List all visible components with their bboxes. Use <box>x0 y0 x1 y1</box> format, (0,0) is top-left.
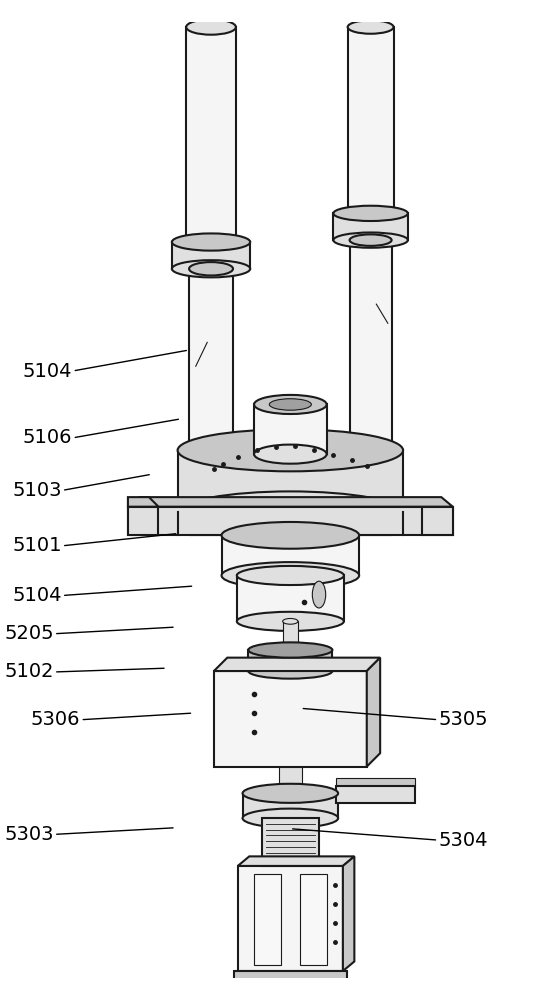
Polygon shape <box>238 856 354 866</box>
Ellipse shape <box>243 809 338 828</box>
Ellipse shape <box>186 234 236 250</box>
Ellipse shape <box>282 618 298 624</box>
Ellipse shape <box>178 429 403 471</box>
Ellipse shape <box>347 207 393 220</box>
Text: 5306: 5306 <box>31 710 80 729</box>
Ellipse shape <box>254 445 327 464</box>
Bar <box>189 490 233 535</box>
Bar <box>186 27 236 242</box>
Ellipse shape <box>334 206 408 221</box>
Ellipse shape <box>347 20 393 34</box>
Ellipse shape <box>312 581 326 608</box>
Text: 5104: 5104 <box>12 586 62 605</box>
Text: 5205: 5205 <box>4 624 54 643</box>
Ellipse shape <box>221 522 359 549</box>
Text: 5305: 5305 <box>438 710 488 729</box>
Bar <box>178 450 403 512</box>
Bar <box>334 213 408 240</box>
Ellipse shape <box>237 566 344 585</box>
Ellipse shape <box>237 612 344 631</box>
Ellipse shape <box>172 233 250 251</box>
Bar <box>189 269 233 490</box>
Text: 5101: 5101 <box>12 536 62 555</box>
Bar <box>279 767 302 793</box>
Bar <box>238 866 343 971</box>
Ellipse shape <box>189 262 233 275</box>
Bar <box>422 507 453 535</box>
Bar <box>254 404 327 454</box>
Polygon shape <box>128 497 159 507</box>
Text: 5303: 5303 <box>4 825 54 844</box>
Bar <box>336 786 415 803</box>
Ellipse shape <box>172 260 250 277</box>
Ellipse shape <box>334 232 408 248</box>
Ellipse shape <box>243 784 338 803</box>
Bar <box>214 671 367 767</box>
Text: 5104: 5104 <box>23 362 73 381</box>
Bar <box>172 242 250 269</box>
Bar <box>350 240 392 490</box>
Bar <box>178 507 403 512</box>
Text: 5102: 5102 <box>4 662 54 681</box>
Bar <box>243 793 338 818</box>
Polygon shape <box>343 856 354 971</box>
Bar <box>282 621 298 650</box>
Bar <box>128 507 453 535</box>
Bar <box>350 490 392 535</box>
Bar <box>221 535 359 575</box>
Ellipse shape <box>254 395 327 414</box>
Bar <box>234 971 347 981</box>
Polygon shape <box>336 778 415 786</box>
Bar <box>254 874 281 965</box>
Ellipse shape <box>269 399 311 410</box>
Polygon shape <box>128 497 453 507</box>
Bar <box>128 507 159 535</box>
Bar <box>248 650 332 671</box>
Text: 5103: 5103 <box>12 481 62 500</box>
Text: 5304: 5304 <box>438 831 488 850</box>
Polygon shape <box>367 658 380 767</box>
Ellipse shape <box>350 234 392 246</box>
Text: 5106: 5106 <box>23 428 73 447</box>
Bar <box>261 818 319 866</box>
Ellipse shape <box>221 562 359 589</box>
Bar <box>347 27 393 213</box>
Bar <box>237 575 344 621</box>
Polygon shape <box>214 658 380 671</box>
Ellipse shape <box>178 491 403 533</box>
Ellipse shape <box>248 663 332 679</box>
Ellipse shape <box>186 19 236 35</box>
Ellipse shape <box>248 642 332 658</box>
Bar <box>300 874 327 965</box>
